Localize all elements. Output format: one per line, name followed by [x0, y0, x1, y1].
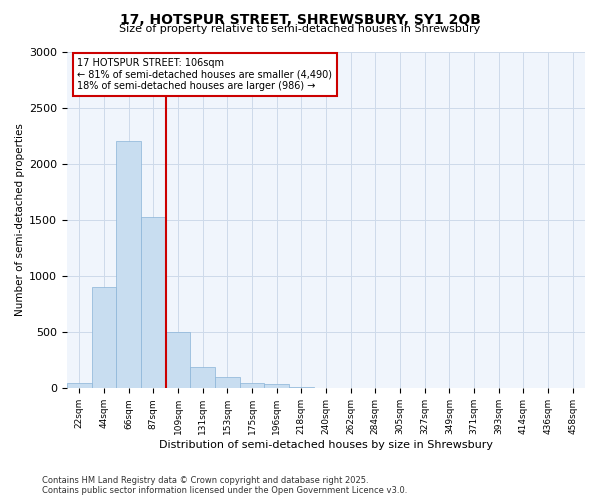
- X-axis label: Distribution of semi-detached houses by size in Shrewsbury: Distribution of semi-detached houses by …: [159, 440, 493, 450]
- Bar: [190, 367, 215, 388]
- Bar: [265, 384, 289, 388]
- Bar: [67, 382, 92, 388]
- Bar: [239, 382, 265, 388]
- Text: 17, HOTSPUR STREET, SHREWSBURY, SY1 2QB: 17, HOTSPUR STREET, SHREWSBURY, SY1 2QB: [119, 12, 481, 26]
- Text: Size of property relative to semi-detached houses in Shrewsbury: Size of property relative to semi-detach…: [119, 24, 481, 34]
- Bar: [116, 142, 141, 388]
- Bar: [289, 387, 314, 388]
- Bar: [141, 216, 166, 388]
- Bar: [92, 288, 116, 388]
- Text: 17 HOTSPUR STREET: 106sqm
← 81% of semi-detached houses are smaller (4,490)
18% : 17 HOTSPUR STREET: 106sqm ← 81% of semi-…: [77, 58, 332, 92]
- Bar: [166, 332, 190, 388]
- Bar: [215, 377, 239, 388]
- Text: Contains HM Land Registry data © Crown copyright and database right 2025.
Contai: Contains HM Land Registry data © Crown c…: [42, 476, 407, 495]
- Y-axis label: Number of semi-detached properties: Number of semi-detached properties: [15, 124, 25, 316]
